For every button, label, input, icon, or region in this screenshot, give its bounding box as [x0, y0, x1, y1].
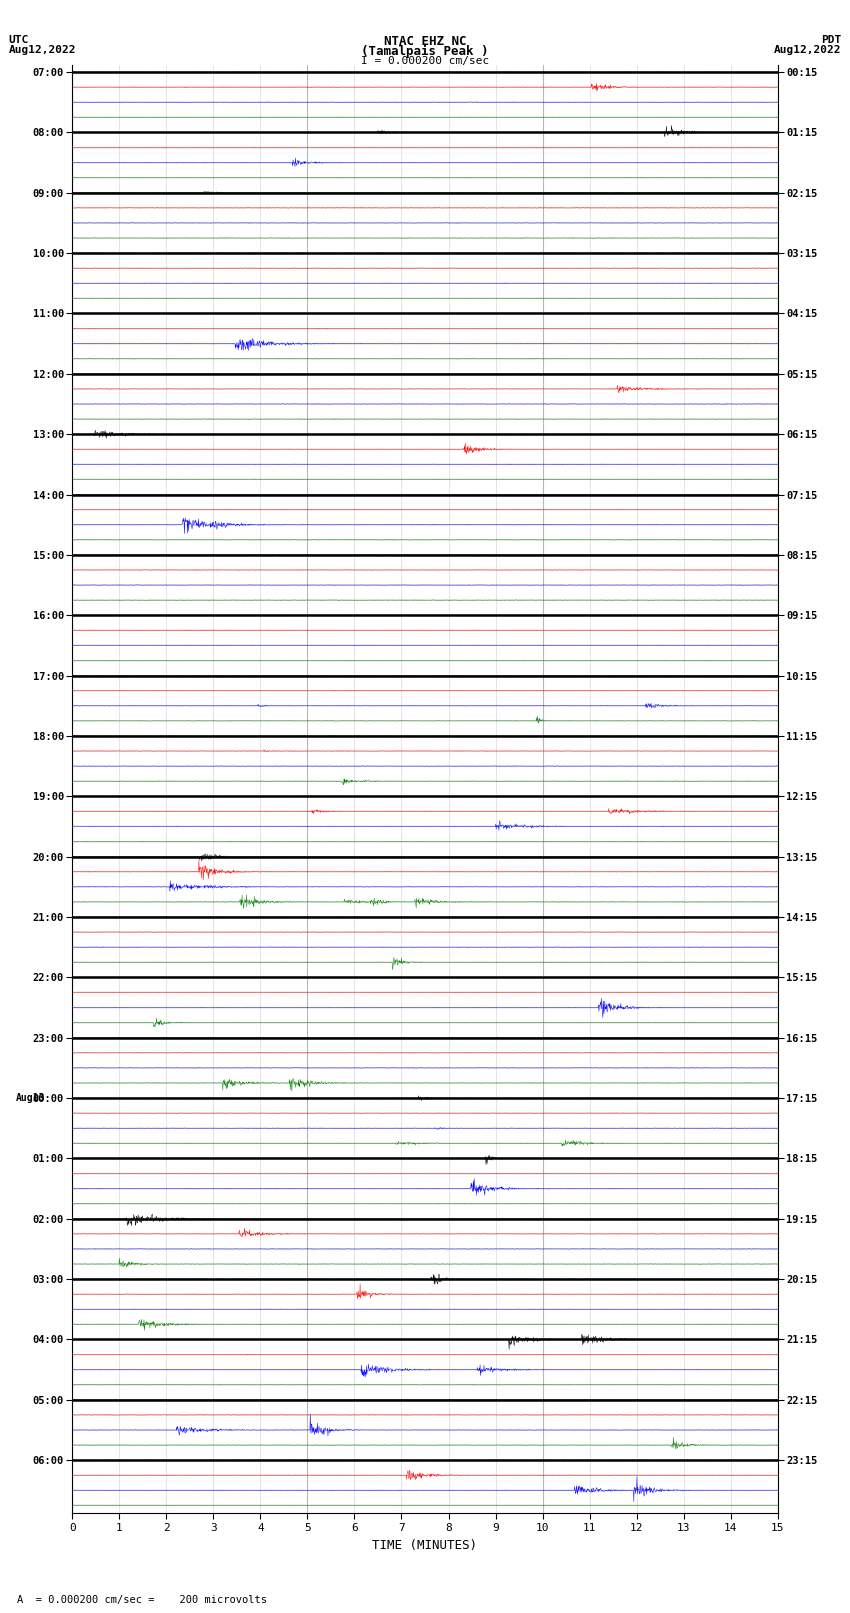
Text: Aug13: Aug13 — [16, 1094, 45, 1103]
Text: NTAC EHZ NC: NTAC EHZ NC — [383, 35, 467, 48]
Text: UTC: UTC — [8, 35, 29, 45]
Text: A  = 0.000200 cm/sec =    200 microvolts: A = 0.000200 cm/sec = 200 microvolts — [17, 1595, 267, 1605]
Text: Aug12,2022: Aug12,2022 — [774, 45, 842, 55]
Text: (Tamalpais Peak ): (Tamalpais Peak ) — [361, 45, 489, 58]
Text: Aug12,2022: Aug12,2022 — [8, 45, 76, 55]
X-axis label: TIME (MINUTES): TIME (MINUTES) — [372, 1539, 478, 1552]
Text: PDT: PDT — [821, 35, 842, 45]
Text: I = 0.000200 cm/sec: I = 0.000200 cm/sec — [361, 56, 489, 66]
